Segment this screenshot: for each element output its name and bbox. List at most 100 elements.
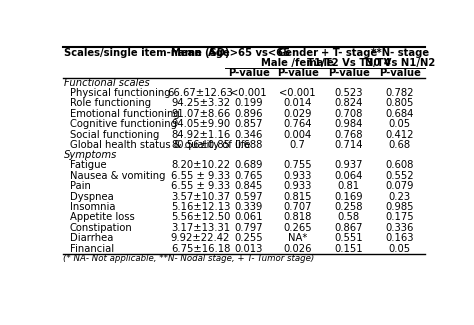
Text: 5.16±12.13: 5.16±12.13 [171,202,230,212]
Text: 0.58: 0.58 [337,213,360,222]
Text: 0.163: 0.163 [385,233,414,243]
Text: 0.551: 0.551 [335,233,363,243]
Text: 0.933: 0.933 [283,181,312,191]
Text: Mean (SD): Mean (SD) [171,47,230,58]
Text: 94.25±3.32: 94.25±3.32 [171,98,230,109]
Text: 0.7: 0.7 [290,140,306,150]
Text: 0.688: 0.688 [235,140,263,150]
Text: 9.92±22.42: 9.92±22.42 [171,233,230,243]
Text: <0.001: <0.001 [279,88,316,98]
Text: Insomnia: Insomnia [70,202,115,212]
Text: NA*: NA* [288,233,308,243]
Text: 0.708: 0.708 [335,109,363,119]
Text: 0.815: 0.815 [283,191,312,202]
Text: 0.824: 0.824 [335,98,363,109]
Text: Cognitive functioning: Cognitive functioning [70,119,176,129]
Text: 0.412: 0.412 [385,130,414,140]
Text: P-value: P-value [277,69,319,78]
Text: 0.004: 0.004 [283,130,312,140]
Text: 94.05±9.90: 94.05±9.90 [171,119,230,129]
Text: 0.05: 0.05 [389,244,411,254]
Text: 6.75±16.18: 6.75±16.18 [171,244,230,254]
Text: 0.255: 0.255 [234,233,263,243]
Text: Emotional functioning: Emotional functioning [70,109,179,119]
Text: 0.755: 0.755 [283,160,312,170]
Text: 0.061: 0.061 [235,213,263,222]
Text: P-value: P-value [228,69,270,78]
Text: P-value: P-value [328,69,370,78]
Text: Dyspnea: Dyspnea [70,191,113,202]
Text: Male /female: Male /female [261,58,334,69]
Text: Diarrhea: Diarrhea [70,233,113,243]
Text: 0.23: 0.23 [389,191,411,202]
Text: 0.984: 0.984 [335,119,363,129]
Text: 0.707: 0.707 [283,202,312,212]
Text: 0.68: 0.68 [389,140,411,150]
Text: Appetite loss: Appetite loss [70,213,134,222]
Text: Fatigue: Fatigue [70,160,106,170]
Text: 3.17±13.31: 3.17±13.31 [171,223,230,233]
Text: 0.199: 0.199 [234,98,263,109]
Text: Gender: Gender [277,47,319,58]
Text: 0.05: 0.05 [389,119,411,129]
Text: Role functioning: Role functioning [70,98,151,109]
Text: 0.597: 0.597 [234,191,263,202]
Text: 0.151: 0.151 [335,244,363,254]
Text: Pain: Pain [70,181,91,191]
Text: 91.07±8.66: 91.07±8.66 [171,109,230,119]
Text: 0.169: 0.169 [335,191,363,202]
Text: 0.029: 0.029 [283,109,312,119]
Text: 0.258: 0.258 [335,202,363,212]
Text: Age>65 vs<65: Age>65 vs<65 [208,47,290,58]
Text: 0.175: 0.175 [385,213,414,222]
Text: 0.346: 0.346 [235,130,263,140]
Text: 0.797: 0.797 [234,223,263,233]
Text: 0.765: 0.765 [234,171,263,181]
Text: 0.608: 0.608 [385,160,414,170]
Text: Symptoms: Symptoms [64,150,118,160]
Text: 0.013: 0.013 [235,244,263,254]
Text: 0.764: 0.764 [283,119,312,129]
Text: 0.265: 0.265 [283,223,312,233]
Text: 80.56±0.85: 80.56±0.85 [171,140,230,150]
Text: 0.339: 0.339 [235,202,263,212]
Text: 66.67±12.63: 66.67±12.63 [168,88,233,98]
Text: Global health status & quality of life: Global health status & quality of life [70,140,250,150]
Text: 5.56±12.50: 5.56±12.50 [171,213,230,222]
Text: 0.768: 0.768 [335,130,363,140]
Text: 0.079: 0.079 [385,181,414,191]
Text: + T- stage: + T- stage [320,47,377,58]
Text: N0 Vs N1/N2: N0 Vs N1/N2 [365,58,435,69]
Text: (* NA- Not applicable, **N- Nodal stage, + T- Tumor stage): (* NA- Not applicable, **N- Nodal stage,… [63,254,314,263]
Text: T1/T2 Vs T3/T4: T1/T2 Vs T3/T4 [307,58,391,69]
Text: 0.782: 0.782 [385,88,414,98]
Text: Functional scales: Functional scales [64,78,150,88]
Text: Social functioning: Social functioning [70,130,159,140]
Text: 0.014: 0.014 [283,98,312,109]
Text: <0.001: <0.001 [230,88,267,98]
Text: 0.81: 0.81 [337,181,360,191]
Text: 0.857: 0.857 [235,119,263,129]
Text: **N- stage: **N- stage [371,47,429,58]
Text: 0.845: 0.845 [235,181,263,191]
Text: 6.55 ± 9.33: 6.55 ± 9.33 [171,171,230,181]
Text: 0.523: 0.523 [335,88,363,98]
Text: 0.805: 0.805 [385,98,414,109]
Text: 0.026: 0.026 [283,244,312,254]
Text: 0.684: 0.684 [385,109,414,119]
Text: 84.92±1.16: 84.92±1.16 [171,130,230,140]
Text: Constipation: Constipation [70,223,132,233]
Text: 0.867: 0.867 [335,223,363,233]
Text: 0.064: 0.064 [335,171,363,181]
Text: 0.552: 0.552 [385,171,414,181]
Text: 0.985: 0.985 [385,202,414,212]
Text: 0.714: 0.714 [335,140,363,150]
Text: 6.55 ± 9.33: 6.55 ± 9.33 [171,181,230,191]
Text: 8.20±10.22: 8.20±10.22 [171,160,230,170]
Text: Physical functioning: Physical functioning [70,88,170,98]
Text: 0.818: 0.818 [283,213,312,222]
Text: Nausea & vomiting: Nausea & vomiting [70,171,165,181]
Text: 3.57±10.37: 3.57±10.37 [171,191,230,202]
Text: 0.896: 0.896 [235,109,263,119]
Text: 0.937: 0.937 [335,160,363,170]
